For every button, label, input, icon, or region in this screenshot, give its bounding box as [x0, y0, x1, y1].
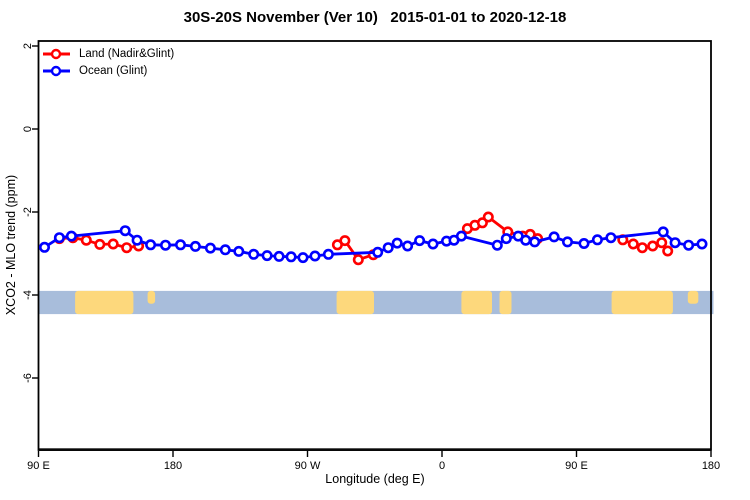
- ocean-data-point: [491, 239, 503, 251]
- x-tick-label: 0: [439, 460, 445, 472]
- legend-item-ocean: Ocean (Glint): [43, 62, 174, 79]
- ocean-data-point: [189, 240, 201, 252]
- ocean-data-point: [578, 238, 590, 250]
- ocean-data-point: [322, 248, 334, 260]
- ocean-data-point: [285, 251, 297, 263]
- ocean-data-point: [382, 242, 394, 254]
- map-land-madagascar: [499, 290, 512, 315]
- plot-box: [37, 40, 712, 451]
- ocean-data-point: [414, 235, 426, 247]
- ocean-data-point: [561, 236, 573, 248]
- ocean-data-point: [131, 234, 143, 246]
- ocean-data-point: [427, 238, 439, 250]
- land-data-point: [121, 242, 133, 254]
- land-data-point: [627, 238, 639, 250]
- chart-title: 30S-20S November (Ver 10) 2015-01-01 to …: [183, 9, 567, 26]
- land-series-marker-icon: [43, 48, 70, 59]
- ocean-data-point: [402, 240, 414, 252]
- ocean-data-point: [591, 234, 603, 246]
- ocean-data-point: [529, 236, 541, 248]
- legend-label-ocean: Ocean (Glint): [79, 64, 148, 77]
- legend-label-land: Land (Nadir&Glint): [79, 47, 175, 60]
- ocean-data-point: [455, 230, 467, 242]
- ocean-data-point: [119, 225, 131, 237]
- ocean-data-point: [38, 241, 50, 253]
- legend-item-land: Land (Nadir&Glint): [43, 45, 174, 62]
- land-data-point: [94, 238, 106, 250]
- ocean-data-point: [309, 250, 321, 262]
- ocean-data-point: [297, 252, 309, 264]
- ocean-data-point: [53, 232, 65, 244]
- land-data-point: [80, 234, 92, 246]
- ocean-data-point: [548, 231, 560, 243]
- y-axis-label: XCO2 - MLO trend (ppm): [4, 174, 18, 316]
- map-land-new-caledonia: [147, 290, 156, 304]
- ocean-data-point: [233, 245, 245, 257]
- ocean-data-point: [372, 246, 384, 258]
- x-axis-label: Longitude (deg E): [325, 472, 425, 486]
- y-tick-label: -2: [22, 207, 34, 217]
- ocean-data-point: [520, 234, 532, 246]
- ocean-data-point: [273, 250, 285, 262]
- x-tick-label: 180: [164, 460, 182, 472]
- ocean-data-point: [605, 232, 617, 244]
- map-land-africa: [461, 290, 492, 315]
- map-land-australia-repeat: [611, 290, 673, 315]
- ocean-data-point: [657, 226, 669, 238]
- x-tick-label: 180: [702, 460, 720, 472]
- ocean-data-point: [160, 239, 172, 251]
- ocean-data-point: [175, 239, 187, 251]
- land-data-point: [107, 238, 119, 250]
- land-data-point: [339, 235, 351, 247]
- map-ocean-band: [38, 290, 714, 315]
- ocean-data-point: [65, 230, 77, 242]
- ocean-data-point: [696, 238, 708, 250]
- x-tick-label: 90 E: [27, 460, 50, 472]
- land-data-point: [636, 242, 648, 254]
- ocean-data-point: [219, 244, 231, 256]
- y-tick-label: -6: [22, 373, 34, 383]
- map-land-new-caledonia-repeat: [687, 290, 699, 304]
- ocean-data-point: [248, 248, 260, 260]
- ocean-series-marker-icon: [43, 65, 70, 76]
- land-data-point: [656, 237, 668, 249]
- land-data-point: [352, 254, 364, 266]
- y-tick-label: -4: [22, 290, 34, 300]
- ocean-data-point: [261, 250, 273, 262]
- ocean-data-point: [204, 242, 216, 254]
- map-land-australia: [75, 290, 134, 315]
- y-tick-label: 2: [22, 43, 34, 49]
- x-tick-label: 90 W: [295, 460, 321, 472]
- y-tick-label: 0: [22, 126, 34, 132]
- map-land-south-america: [336, 290, 374, 315]
- ocean-data-point: [145, 239, 157, 251]
- land-data-point: [482, 211, 494, 223]
- land-data-point: [647, 240, 659, 252]
- ocean-data-point: [669, 237, 681, 249]
- legend: Land (Nadir&Glint) Ocean (Glint): [43, 45, 174, 79]
- x-tick-label: 90 E: [565, 460, 588, 472]
- ocean-data-point: [391, 237, 403, 249]
- ocean-data-point: [500, 233, 512, 245]
- land-data-point: [662, 245, 674, 257]
- ocean-data-point: [683, 239, 695, 251]
